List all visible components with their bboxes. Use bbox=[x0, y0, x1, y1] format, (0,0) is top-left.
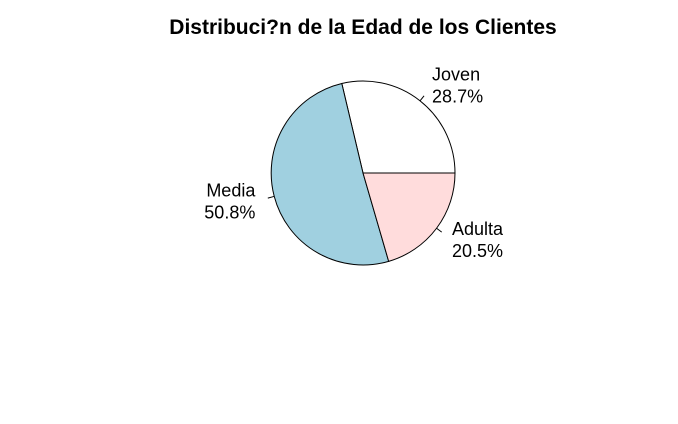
leader-line-adulta bbox=[436, 227, 443, 233]
pie-slices bbox=[270, 80, 456, 266]
pie-slice-joven bbox=[341, 80, 456, 174]
leader-line-media bbox=[267, 195, 275, 199]
slice-label-adulta: Adulta bbox=[452, 219, 504, 239]
slice-label-media: Media bbox=[206, 180, 256, 200]
slice-percent-joven: 28.7% bbox=[432, 87, 483, 107]
slice-percent-adulta: 20.5% bbox=[452, 241, 503, 261]
slice-label-joven: Joven bbox=[432, 65, 480, 85]
chart-title: Distribuci?n de la Edad de los Clientes bbox=[169, 16, 556, 39]
pie-slice-adulta bbox=[362, 172, 456, 262]
leader-line-joven bbox=[419, 95, 425, 102]
pie-slice-media bbox=[270, 82, 390, 266]
slice-percent-media: 50.8% bbox=[204, 202, 255, 222]
